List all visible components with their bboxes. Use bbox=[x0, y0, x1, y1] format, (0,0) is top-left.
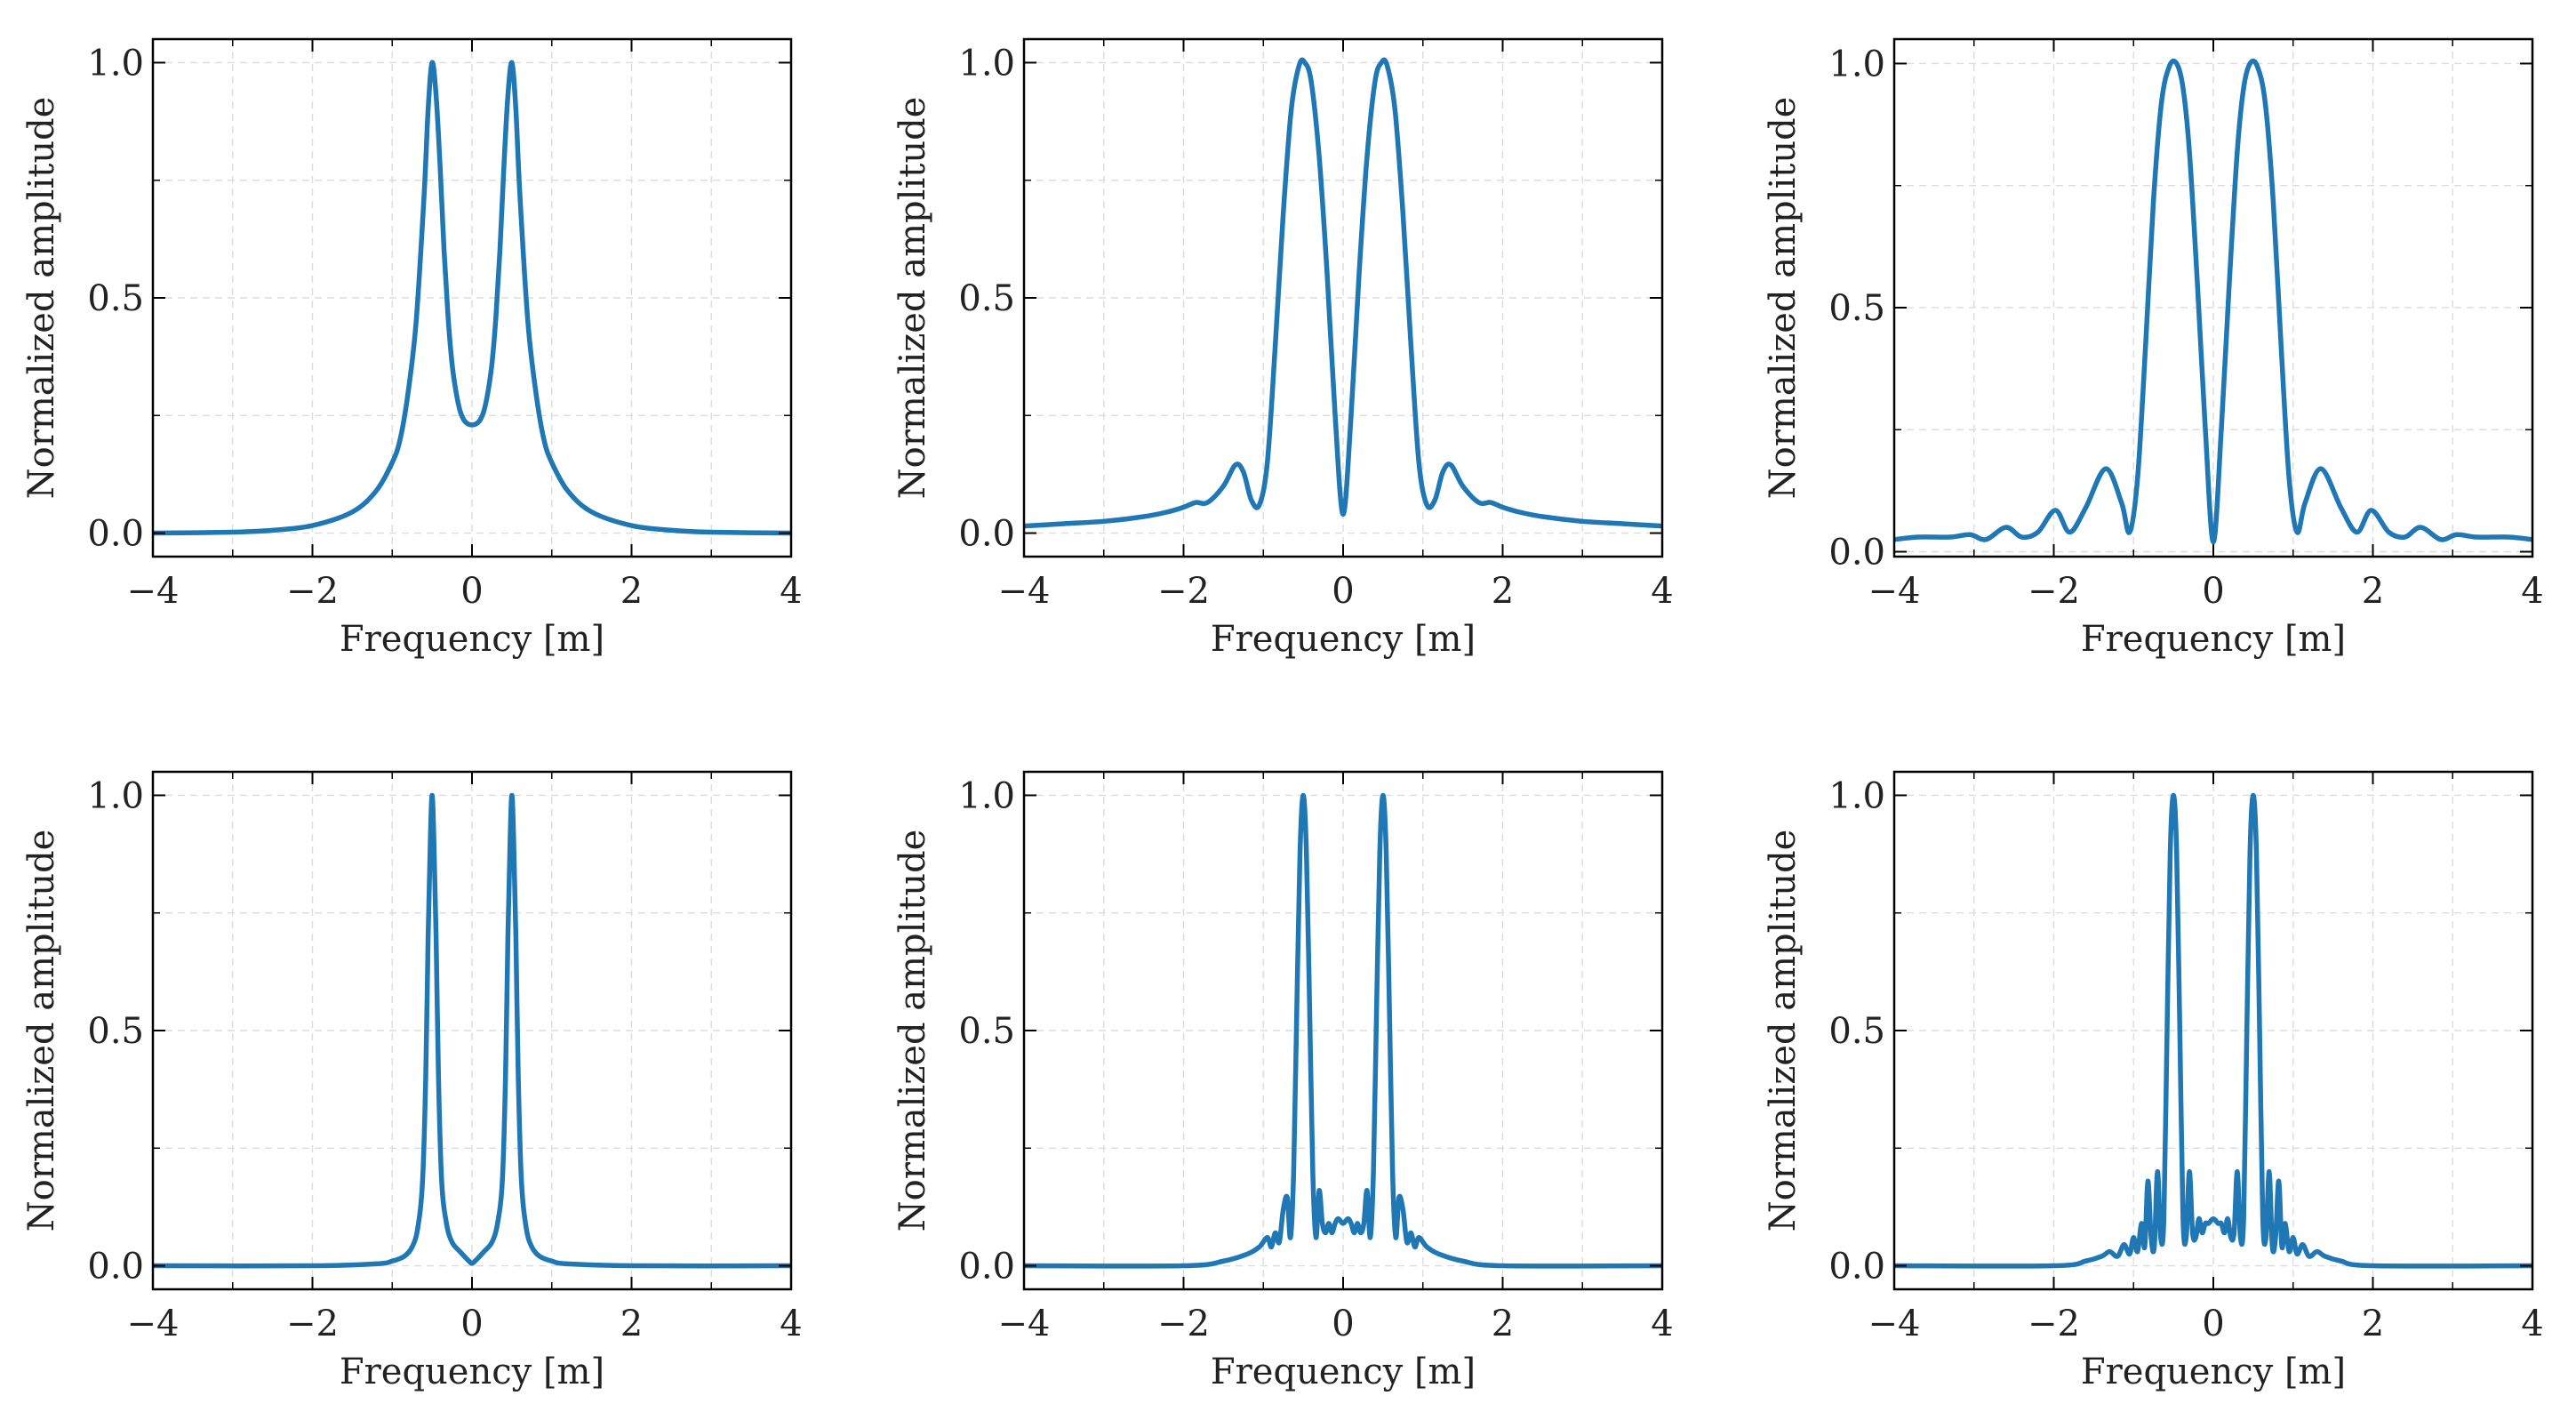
x-axis-label: Frequency [m] bbox=[2081, 1352, 2346, 1392]
series-line-1 bbox=[1894, 58, 2532, 545]
x-tick-label: −2 bbox=[1157, 571, 1210, 612]
y-tick-label: 0.5 bbox=[958, 278, 1015, 319]
x-tick-label: 4 bbox=[2521, 571, 2543, 612]
x-tick-label: 4 bbox=[1651, 1304, 1673, 1344]
y-tick-label: 0.0 bbox=[87, 1247, 144, 1288]
x-tick-label: −4 bbox=[1868, 571, 1921, 612]
y-tick-label: 1.0 bbox=[87, 43, 144, 84]
x-axis-label: Frequency [m] bbox=[2081, 619, 2346, 660]
subplot-1: −4 −2 0 2 4 0.0 0.5 1.0 Frequency [m] Normalized … bbox=[21, 37, 803, 660]
series-line-1 bbox=[1024, 57, 1662, 529]
x-tick-label: 2 bbox=[2362, 571, 2384, 612]
y-tick-label: 0.0 bbox=[1828, 1247, 1885, 1288]
y-tick-label: 0.0 bbox=[87, 514, 144, 555]
y-axis-label: Normalized amplitude bbox=[892, 830, 933, 1232]
y-axis-label: Normalized amplitude bbox=[1763, 97, 1804, 500]
x-tick-label: −4 bbox=[998, 1304, 1051, 1344]
x-tick-label: 0 bbox=[1332, 1304, 1354, 1344]
y-axis-label: Normalized amplitude bbox=[892, 97, 933, 500]
y-tick-label: 1.0 bbox=[1828, 775, 1885, 816]
y-tick-label: 0.5 bbox=[958, 1011, 1015, 1052]
series-line-1 bbox=[153, 792, 791, 1269]
y-tick-label: 1.0 bbox=[1828, 44, 1885, 84]
x-tick-label: −2 bbox=[286, 571, 339, 612]
x-tick-label: −2 bbox=[1157, 1304, 1210, 1344]
x-tick-label: 0 bbox=[1332, 571, 1354, 612]
x-tick-label: −4 bbox=[127, 571, 180, 612]
y-tick-label: 0.0 bbox=[1828, 533, 1885, 574]
x-tick-label: 4 bbox=[1651, 571, 1673, 612]
subplot-3: −4 −2 0 2 4 0.0 0.5 1.0 Frequency [m] Normalized … bbox=[1763, 37, 2544, 660]
y-axis-label: Normalized amplitude bbox=[21, 97, 62, 500]
x-tick-label: 2 bbox=[620, 1304, 643, 1344]
y-tick-label: 1.0 bbox=[87, 775, 144, 816]
x-axis-label: Frequency [m] bbox=[340, 619, 604, 660]
subplot-6: −4 −2 0 2 4 0.0 0.5 1.0 Frequency [m] Normalized … bbox=[1763, 770, 2544, 1392]
x-tick-label: 4 bbox=[780, 571, 802, 612]
x-axis-label: Frequency [m] bbox=[1211, 619, 1476, 660]
x-tick-label: −4 bbox=[1868, 1304, 1921, 1344]
x-tick-label: 2 bbox=[1492, 1304, 1514, 1344]
series-line-1 bbox=[1894, 792, 2532, 1269]
x-tick-label: 0 bbox=[460, 571, 483, 612]
series-line-1 bbox=[1024, 792, 1662, 1269]
x-tick-label: −4 bbox=[998, 571, 1051, 612]
x-tick-label: 2 bbox=[620, 571, 643, 612]
x-tick-label: 0 bbox=[460, 1304, 483, 1344]
y-tick-label: 1.0 bbox=[958, 775, 1015, 816]
x-tick-label: 2 bbox=[2362, 1304, 2384, 1344]
y-tick-label: 1.0 bbox=[958, 43, 1015, 84]
y-tick-label: 0.0 bbox=[958, 514, 1015, 555]
x-tick-label: 4 bbox=[2521, 1304, 2543, 1344]
x-tick-label: 2 bbox=[1492, 571, 1514, 612]
x-tick-label: 0 bbox=[2202, 571, 2224, 612]
x-tick-label: 0 bbox=[2202, 1304, 2224, 1344]
x-tick-label: −4 bbox=[127, 1304, 180, 1344]
y-tick-label: 0.5 bbox=[87, 278, 144, 319]
subplot-5: −4 −2 0 2 4 0.0 0.5 1.0 Frequency [m] Normalized … bbox=[892, 770, 1674, 1392]
series-line-1 bbox=[153, 60, 791, 536]
y-tick-label: 0.0 bbox=[958, 1247, 1015, 1288]
x-axis-label: Frequency [m] bbox=[340, 1352, 604, 1392]
subplot-4: −4 −2 0 2 4 0.0 0.5 1.0 Frequency [m] Normalized … bbox=[21, 770, 803, 1392]
x-tick-label: −2 bbox=[2028, 1304, 2080, 1344]
x-tick-label: 4 bbox=[780, 1304, 802, 1344]
subplot-2: −4 −2 0 2 4 0.0 0.5 1.0 Frequency [m] Normalized … bbox=[892, 37, 1674, 660]
x-tick-label: −2 bbox=[2028, 571, 2080, 612]
y-axis-label: Normalized amplitude bbox=[21, 830, 62, 1232]
x-axis-label: Frequency [m] bbox=[1211, 1352, 1476, 1392]
x-tick-label: −2 bbox=[286, 1304, 339, 1344]
y-tick-label: 0.5 bbox=[87, 1011, 144, 1052]
y-tick-label: 0.5 bbox=[1828, 288, 1885, 329]
y-tick-label: 0.5 bbox=[1828, 1011, 1885, 1052]
y-axis-label: Normalized amplitude bbox=[1763, 830, 1804, 1232]
